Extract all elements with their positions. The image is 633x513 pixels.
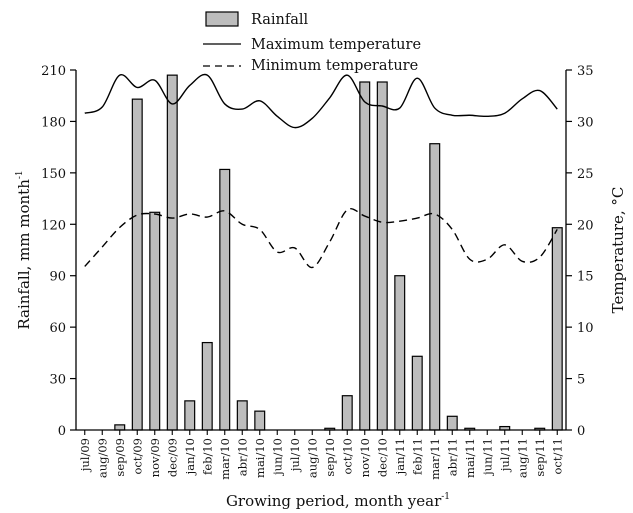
x-tick-label-mar-11: mar/11 xyxy=(428,438,442,480)
x-tick-label-oct-11: oct/11 xyxy=(550,438,564,475)
axes xyxy=(70,69,572,435)
y-tick-label-150: 150 xyxy=(41,167,66,182)
minimum-temperature-line xyxy=(84,208,558,269)
legend: Rainfall Maximum temperature Minimum tem… xyxy=(203,11,421,74)
x-tick-label-nov-10: nov/10 xyxy=(358,438,372,477)
x-tick-label-abr-10: abr/10 xyxy=(235,438,249,476)
bar-sep-09 xyxy=(114,424,126,431)
y2-axis-title: Temperature, °C xyxy=(609,187,627,314)
bar-abr-10 xyxy=(236,400,248,431)
x-tick-label-mar-10: mar/10 xyxy=(218,438,232,480)
x-tick-label-jan-11: jan/11 xyxy=(393,438,407,476)
y-tick-label-180: 180 xyxy=(41,115,66,130)
x-tick-label-dec-09: dec/09 xyxy=(165,438,179,477)
x-tick-label-aug-10: aug/10 xyxy=(305,438,319,478)
y-tick-label-30: 30 xyxy=(49,373,66,388)
x-tick-label-dec-10: dec/10 xyxy=(375,438,389,477)
x-tick-label-nov-09: nov/09 xyxy=(148,438,162,477)
x-tick-label-jul-11: jul/11 xyxy=(498,438,512,473)
x-tick-label-jun-10: jun/10 xyxy=(270,438,284,477)
bar-mai-10 xyxy=(254,410,266,431)
bar-dec-09 xyxy=(166,74,178,431)
y-tick-label-0: 0 xyxy=(58,424,66,439)
legend-label-rainfall: Rainfall xyxy=(251,12,309,28)
x-tick-label-sep-10: sep/10 xyxy=(323,438,337,477)
y-tick-label-60: 60 xyxy=(49,321,66,336)
x-axis-title-sup: -1 xyxy=(441,492,450,502)
y-tick-label-120: 120 xyxy=(41,218,66,233)
y-tick-label-90: 90 xyxy=(49,270,66,285)
y2-tick-label-15: 15 xyxy=(577,270,594,285)
bar-nov-09 xyxy=(149,211,161,431)
x-tick-label-aug-11: aug/11 xyxy=(515,438,529,478)
rainfall-bars xyxy=(114,74,563,431)
bar-nov-10 xyxy=(359,81,371,431)
x-tick-label-oct-10: oct/10 xyxy=(340,438,354,475)
axis-titles: Growing period, month year-1 Rainfall, m… xyxy=(15,170,627,510)
bar-feb-11 xyxy=(411,355,423,431)
y-tick-label-210: 210 xyxy=(41,64,66,79)
y2-tick-label-5: 5 xyxy=(577,373,585,388)
x-tick-label-sep-11: sep/11 xyxy=(533,438,547,477)
maximum-temperature-line xyxy=(84,73,558,129)
x-tick-label-feb-11: feb/11 xyxy=(410,438,424,475)
bar-oct-10 xyxy=(341,395,353,431)
bar-abr-11 xyxy=(446,415,458,431)
x-tick-label-abr-11: abr/11 xyxy=(445,438,459,476)
y2-tick-label-20: 20 xyxy=(577,218,594,233)
y2-tick-label-10: 10 xyxy=(577,321,594,336)
x-axis-title: Growing period, month year-1 xyxy=(226,492,450,510)
x-tick-label-feb-10: feb/10 xyxy=(200,438,214,475)
y-axis-title-sup: -1 xyxy=(15,170,25,179)
y2-tick-label-25: 25 xyxy=(577,167,594,182)
bar-jan-10 xyxy=(184,400,196,431)
x-tick-label-oct-09: oct/09 xyxy=(130,438,144,475)
x-tick-label-jun-11: jun/11 xyxy=(480,438,494,477)
x-tick-label-jul-10: jul/10 xyxy=(288,438,302,473)
y2-tick-label-35: 35 xyxy=(577,64,594,79)
x-tick-label-sep-09: sep/09 xyxy=(113,438,127,477)
x-tick-label-mai-10: mai/10 xyxy=(253,438,267,478)
y2-tick-label-30: 30 xyxy=(577,115,594,130)
x-tick-label-jan-10: jan/10 xyxy=(183,438,197,476)
x-tick-label-jul-09: jul/09 xyxy=(78,438,92,473)
bar-mar-11 xyxy=(429,143,441,431)
x-tick-label-aug-09: aug/09 xyxy=(95,438,109,478)
y-axis-title: Rainfall, mm month-1 xyxy=(15,170,33,329)
legend-label-maximum-temperature: Maximum temperature xyxy=(251,37,421,53)
bar-jan-11 xyxy=(394,275,406,431)
temperature-lines xyxy=(84,73,558,269)
bar-oct-11 xyxy=(551,227,563,431)
y2-tick-label-0: 0 xyxy=(577,424,585,439)
bar-dec-10 xyxy=(376,81,388,431)
bar-oct-09 xyxy=(131,98,143,431)
x-tick-label-mai-11: mai/11 xyxy=(463,438,477,478)
bar-feb-10 xyxy=(201,341,213,431)
legend-label-minimum-temperature: Minimum temperature xyxy=(251,58,418,74)
bar-mar-10 xyxy=(219,168,231,431)
legend-swatch-rainfall xyxy=(205,11,239,27)
x-axis-title-text: Growing period, month year xyxy=(226,492,442,510)
y-axis-title-text: Rainfall, mm month xyxy=(15,179,33,330)
